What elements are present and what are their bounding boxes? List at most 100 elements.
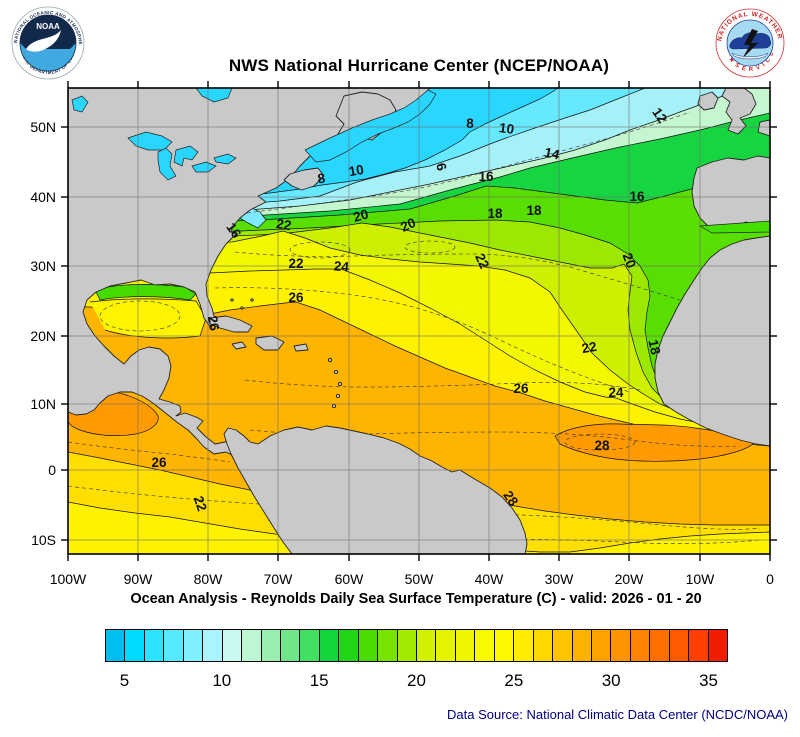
land xyxy=(68,88,770,554)
colorbar-cell xyxy=(183,630,204,661)
contour-label: 24 xyxy=(333,258,350,274)
contour-label: 18 xyxy=(646,338,664,356)
jamaica xyxy=(231,341,247,350)
colorbar-cell xyxy=(222,630,243,661)
britain xyxy=(721,88,757,135)
nws-lightning-icon xyxy=(742,29,758,59)
alboran-sea xyxy=(698,220,770,234)
ireland xyxy=(697,91,719,111)
noaa-wordmark: NOAA xyxy=(36,22,60,31)
colorbar-tick: 10 xyxy=(212,671,232,690)
iberia xyxy=(691,155,770,231)
contour-label: 20 xyxy=(352,206,370,224)
lon-label: 80W xyxy=(193,571,223,587)
colorbar-cell xyxy=(650,630,670,661)
inland-water xyxy=(71,88,770,234)
contour-label: 28 xyxy=(594,438,610,453)
lon-label: 100W xyxy=(49,571,87,587)
colorbar-cell xyxy=(339,630,359,661)
colorbar-cell xyxy=(494,630,515,661)
contour-label: 22 xyxy=(581,339,598,356)
colorbar-cell xyxy=(572,630,592,661)
cuba xyxy=(209,315,253,333)
lake-michigan xyxy=(157,147,177,181)
lat-label: 30N xyxy=(30,258,56,274)
lat-label: 20N xyxy=(30,328,56,344)
nws-wave xyxy=(731,52,769,60)
contour-label: 12 xyxy=(649,105,670,126)
graticule xyxy=(68,88,770,554)
colorbar-cell xyxy=(553,630,573,661)
colorbar-cell xyxy=(591,630,612,661)
lake-erie xyxy=(191,161,217,173)
contour-label: 22 xyxy=(472,251,492,271)
colorbar-cell xyxy=(300,630,320,661)
lon-label: 40W xyxy=(474,571,504,587)
contour-label: 10 xyxy=(348,162,365,179)
lat-label: 50N xyxy=(30,119,56,135)
contour-label: 10 xyxy=(498,120,515,137)
lat-label: 0 xyxy=(48,462,56,478)
colorbar-cell xyxy=(242,630,262,661)
lat-label: 40N xyxy=(30,189,56,205)
colorbar-cell xyxy=(514,630,534,661)
lat-label: 10N xyxy=(30,396,56,412)
lat-label: 10S xyxy=(31,532,56,548)
contour-label: 16 xyxy=(478,169,494,184)
nova-scotia xyxy=(283,167,325,191)
colorbar-cell xyxy=(358,630,379,661)
data-source-note: Data Source: National Climatic Data Cent… xyxy=(447,707,788,722)
nws-logo: NATIONAL WEATHER ★ S E R V I C E ★ xyxy=(714,7,785,78)
lake-ontario xyxy=(213,153,237,165)
lon-label: 70W xyxy=(263,571,293,587)
colorbar-cell xyxy=(455,630,476,661)
lon-label: 50W xyxy=(404,571,434,587)
colorbar-cell xyxy=(203,630,223,661)
contour-label: 20 xyxy=(398,215,418,235)
lon-label: 60W xyxy=(334,571,364,587)
france xyxy=(757,119,770,137)
colorbar-tick: 15 xyxy=(309,671,329,690)
contour-label: 26 xyxy=(151,455,167,470)
lon-label: 0 xyxy=(766,571,774,587)
james-bay xyxy=(195,88,233,103)
colorbar-cell xyxy=(280,630,301,661)
colorbar-cell xyxy=(144,630,165,661)
contour-label: 18 xyxy=(526,203,542,218)
colorbar-tick: 25 xyxy=(504,671,524,690)
colorbar-tick: 30 xyxy=(601,671,621,690)
contour-label: 8 xyxy=(466,116,474,131)
colorbar-cell xyxy=(125,630,145,661)
colorbar-cell xyxy=(475,630,495,661)
contour-label: 16 xyxy=(629,189,645,204)
colorbar-tick: 20 xyxy=(407,671,426,690)
axis-ticks xyxy=(61,81,777,561)
map-caption: Ocean Analysis - Reynolds Daily Sea Surf… xyxy=(130,591,702,607)
contour-label: 14 xyxy=(543,145,561,163)
contour-label: 26 xyxy=(288,290,304,305)
page-title: NWS National Hurricane Center (NCEP/NOAA… xyxy=(228,56,610,75)
contour-label: 22 xyxy=(191,494,210,513)
colorbar-cell xyxy=(689,630,709,661)
contour-label: 24 xyxy=(608,385,624,400)
contour-label: 22 xyxy=(275,216,292,233)
noaa-seagull-icon xyxy=(26,30,61,52)
colorbar-cell xyxy=(106,630,126,661)
noaa-logo: NATIONAL OCEANIC AND ATMOSPHERIC ADMINIS… xyxy=(10,5,85,80)
contour-label: 8 xyxy=(317,171,327,187)
colorbar-cell xyxy=(708,630,727,661)
contour-label: 6 xyxy=(433,161,450,173)
puerto-rico xyxy=(293,343,309,352)
colorbar-cell xyxy=(533,630,554,661)
sst-colorbar xyxy=(105,629,728,662)
contour-label: 20 xyxy=(620,251,639,270)
noaa-sky xyxy=(20,15,76,49)
lon-label: 90W xyxy=(123,571,153,587)
colorbar-cell xyxy=(417,630,437,661)
lake-huron xyxy=(173,145,199,167)
africa xyxy=(654,235,770,447)
colorbar-cell xyxy=(669,630,690,661)
